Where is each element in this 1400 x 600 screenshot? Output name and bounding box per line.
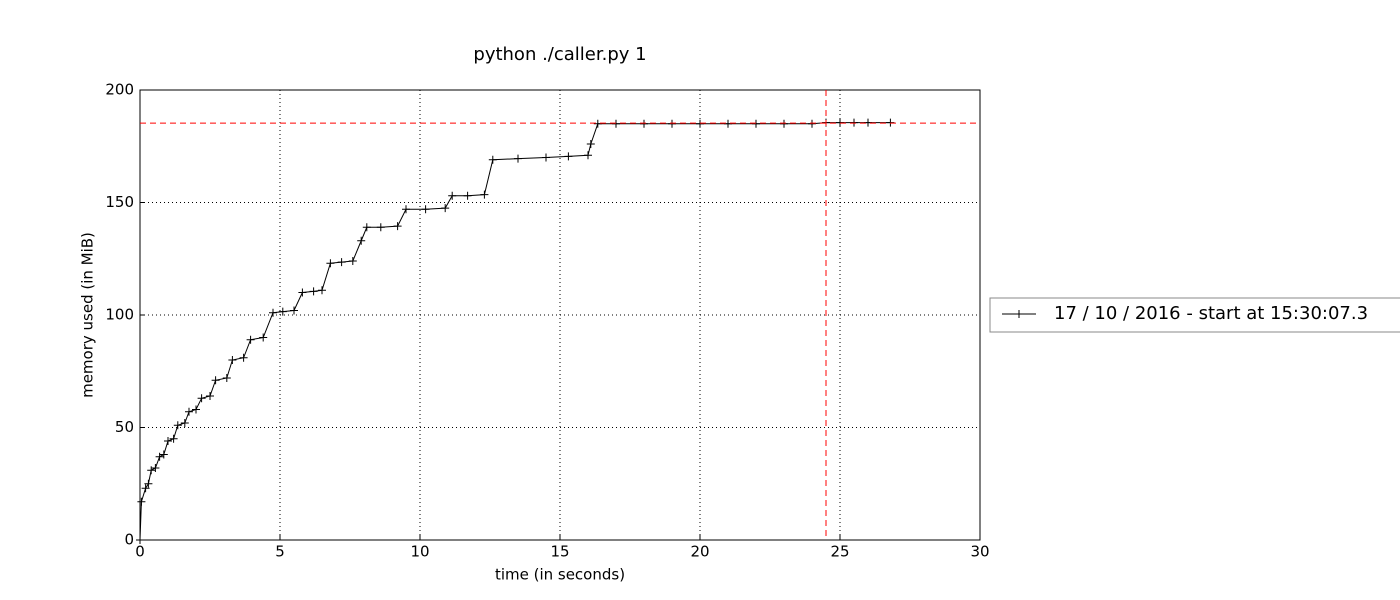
- point-marker: [337, 258, 346, 267]
- point-marker: [164, 437, 172, 445]
- point-marker: [197, 394, 206, 403]
- plot-frame: [139, 89, 981, 541]
- point-marker: [309, 287, 318, 296]
- point-marker: [421, 205, 430, 214]
- point-marker: [278, 307, 287, 316]
- y-tick-label: 50: [115, 418, 134, 436]
- point-marker: [169, 434, 178, 443]
- point-marker: [206, 392, 214, 400]
- point-marker: [593, 119, 602, 128]
- point-marker: [211, 376, 220, 385]
- point-marker: [393, 222, 402, 231]
- point-marker: [185, 407, 193, 416]
- point-marker: [246, 335, 255, 344]
- point-marker: [159, 450, 168, 459]
- point-marker: [155, 452, 164, 461]
- legend: 17 / 10 / 2016 - start at 15:30:07.3: [989, 297, 1400, 333]
- y-tick-label: 0: [124, 531, 134, 549]
- point-marker: [173, 421, 182, 430]
- x-tick-label: 15: [550, 543, 569, 561]
- point-marker: [724, 119, 732, 128]
- point-marker: [348, 257, 357, 265]
- point-marker: [480, 190, 489, 199]
- point-marker: [269, 308, 277, 317]
- y-tick-label: 100: [105, 306, 134, 324]
- legend-label: 17 / 10 / 2016 - start at 15:30:07.3: [1054, 303, 1368, 324]
- point-marker: [290, 306, 298, 315]
- point-marker: [463, 191, 472, 200]
- point-marker: [668, 119, 676, 128]
- point-marker: [144, 479, 153, 488]
- point-marker: [402, 205, 410, 214]
- point-marker: [228, 356, 237, 364]
- point-marker: [192, 405, 200, 414]
- x-tick-label: 30: [970, 543, 989, 561]
- point-marker: [357, 236, 366, 245]
- point-marker: [640, 119, 648, 128]
- point-marker: [542, 153, 550, 162]
- point-marker: [259, 333, 268, 342]
- point-marker: [222, 374, 231, 382]
- point-marker: [180, 419, 189, 427]
- point-marker: [441, 204, 450, 213]
- point-marker: [808, 119, 816, 128]
- point-marker: [376, 223, 385, 232]
- point-marker: [586, 140, 595, 148]
- x-tick-label: 10: [410, 543, 429, 561]
- point-marker: [584, 151, 592, 160]
- legend-box: [989, 297, 1400, 333]
- point-marker: [239, 353, 248, 362]
- point-marker: [488, 155, 497, 164]
- legend-marker: [1015, 310, 1023, 318]
- point-marker: [318, 286, 326, 295]
- x-tick-label: 0: [135, 543, 145, 561]
- point-marker: [362, 223, 371, 232]
- x-tick-label: 25: [830, 543, 849, 561]
- point-marker: [298, 288, 307, 297]
- x-tick-label: 5: [275, 543, 285, 561]
- y-axis-label: memory used (in MiB): [79, 232, 97, 398]
- chart-title: python ./caller.py 1: [473, 44, 646, 65]
- x-axis-label: time (in seconds): [495, 566, 625, 584]
- data-line: [139, 122, 891, 541]
- point-marker: [448, 191, 457, 200]
- point-marker: [752, 119, 760, 128]
- point-marker: [137, 497, 146, 506]
- point-marker: [141, 484, 150, 493]
- x-tick-label: 20: [690, 543, 709, 561]
- point-marker: [326, 259, 335, 268]
- point-marker: [136, 536, 144, 544]
- y-tick-label: 150: [105, 193, 134, 211]
- point-marker: [612, 119, 620, 128]
- point-marker: [564, 152, 573, 161]
- point-marker: [151, 464, 160, 472]
- point-marker: [147, 466, 156, 475]
- point-marker: [780, 119, 788, 128]
- y-tick-label: 200: [105, 81, 134, 99]
- point-marker: [514, 154, 522, 163]
- point-marker: [696, 119, 704, 128]
